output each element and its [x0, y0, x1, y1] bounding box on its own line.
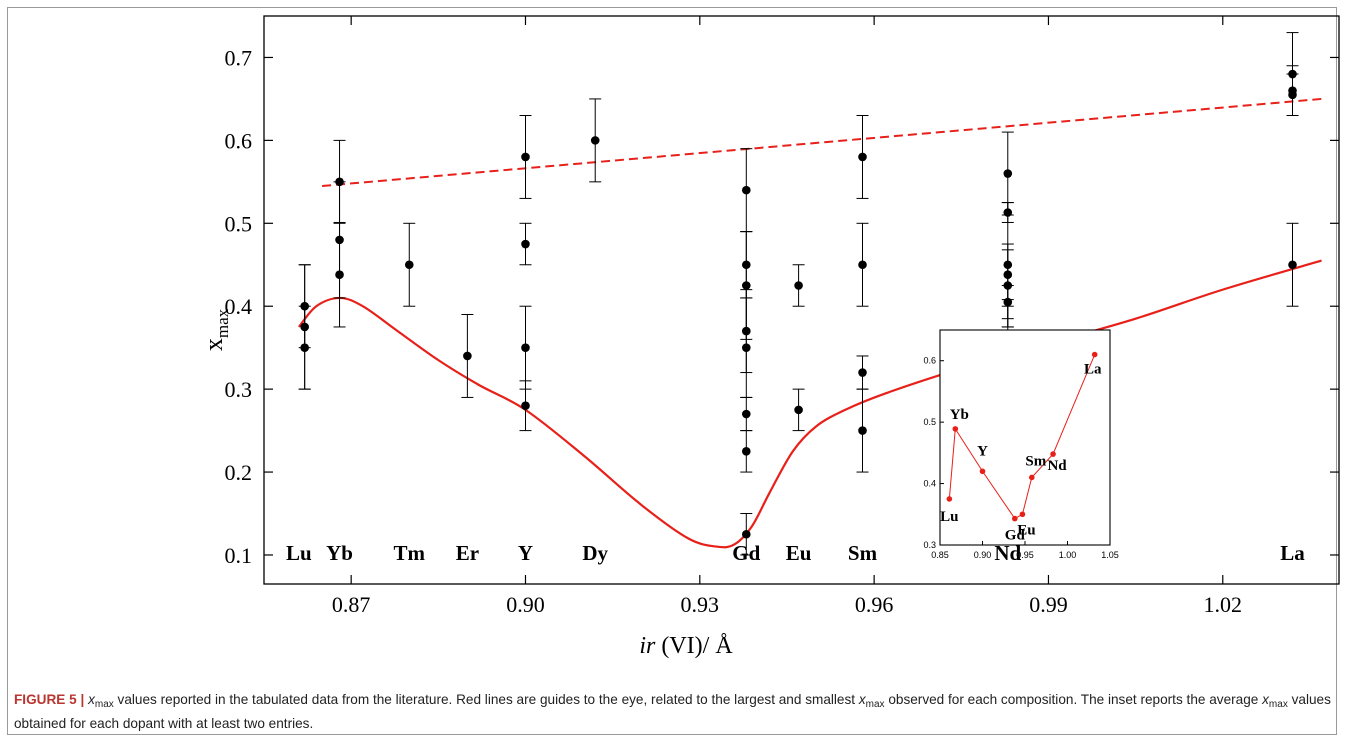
lower-guide-line	[298, 259, 1322, 549]
inset-x-tick-label: 1.00	[1059, 550, 1077, 560]
y-tick-label: 0.3	[225, 377, 253, 402]
inset-data-point	[1091, 351, 1098, 358]
data-point	[741, 185, 751, 195]
x-tick-label: 0.99	[1029, 592, 1068, 617]
inset-point-label: Gd	[1005, 528, 1026, 544]
inset-point-label: La	[1084, 362, 1102, 378]
inset-x-tick-label: 0.95	[1016, 550, 1034, 560]
y-tick-label: 0.5	[225, 211, 253, 236]
data-point	[300, 343, 309, 352]
inset-y-tick-label: 0.5	[923, 417, 936, 427]
x-axis-label: ir (VI)/ Å	[639, 633, 733, 659]
inset-data-point	[1029, 474, 1035, 481]
y-tick-label: 0.4	[225, 294, 253, 319]
inset-plot-area	[939, 329, 1111, 546]
element-label: Yb	[326, 541, 353, 565]
figure-frame	[7, 7, 1337, 735]
data-point	[741, 447, 751, 456]
element-label: Dy	[582, 541, 608, 565]
plot-area-border	[263, 15, 1340, 585]
y-tick-label: 0.6	[225, 128, 253, 153]
inset-series-line	[948, 354, 1096, 520]
inset-point-label: Lu	[940, 509, 958, 525]
inset-point-label: Eu	[1017, 522, 1035, 538]
inset-point-label: Y	[977, 443, 988, 459]
data-point	[1288, 90, 1297, 100]
inset-data-point	[1012, 515, 1018, 522]
inset-data-point	[979, 468, 986, 475]
element-label: Sm	[848, 541, 878, 565]
y-tick-label: 0.1	[225, 543, 253, 568]
element-label: Tm	[394, 541, 426, 565]
data-point	[741, 529, 751, 539]
data-point	[794, 405, 803, 415]
data-point	[1288, 260, 1297, 270]
data-point	[521, 343, 530, 352]
data-point	[741, 409, 751, 419]
data-point	[858, 152, 867, 162]
data-point	[521, 152, 530, 162]
inset-data-point	[1019, 511, 1026, 518]
data-point	[741, 343, 751, 352]
inset-y-tick-label: 0.4	[923, 479, 936, 489]
inset-y-tick-label: 0.6	[923, 356, 936, 366]
data-point	[794, 281, 803, 290]
y-tick-label: 0.7	[225, 45, 253, 70]
data-point	[858, 260, 867, 270]
element-label: La	[1280, 541, 1305, 565]
data-point	[590, 136, 600, 145]
inset-y-tick-label: 0.3	[923, 540, 936, 550]
element-label: Eu	[786, 541, 812, 565]
x-tick-label: 0.87	[332, 592, 371, 617]
caption-label: FIGURE 5 |	[14, 692, 85, 707]
data-point	[335, 270, 344, 280]
data-point	[858, 426, 867, 435]
x-tick-label: 0.96	[855, 592, 894, 617]
inset-plot: 0.85 0.90 0.95 1.00 1.05 0.3 0.4 0.5 0.6 Lu Yb Y GdE…	[923, 329, 1119, 560]
upper-guide-line	[322, 97, 1322, 187]
inset-data-point	[952, 426, 959, 432]
y-axis-label: xmax	[199, 308, 232, 351]
x-tick-label: 0.90	[506, 592, 545, 617]
element-label: Er	[456, 541, 479, 565]
data-point	[463, 351, 472, 361]
inset-x-tick-label: 0.90	[974, 550, 992, 560]
data-point	[741, 281, 751, 290]
data-point	[1003, 169, 1013, 178]
chart: 0.87 0.90 0.93 0.96 0.99 1.020.10.20.30.40.50…	[199, 15, 1340, 659]
inset-point-label: Nd	[1047, 458, 1067, 474]
data-point	[858, 368, 867, 377]
data-point	[521, 239, 530, 249]
element-label: Lu	[286, 541, 312, 565]
data-point	[521, 401, 530, 411]
figure-caption: FIGURE 5 | xmax values reported in the t…	[14, 692, 1331, 731]
x-tick-label: 0.93	[681, 592, 720, 617]
data-point	[1003, 297, 1013, 307]
inset-point-label: Yb	[950, 407, 969, 423]
x-tick-label: 1.02	[1204, 592, 1243, 617]
main-plot: 0.87 0.90 0.93 0.96 0.99 1.020.10.20.30.40.50…	[225, 15, 1340, 617]
element-label: Gd	[732, 541, 760, 565]
element-label: Y	[518, 541, 533, 565]
inset-x-tick-label: 1.05	[1101, 550, 1119, 560]
y-tick-label: 0.2	[225, 460, 253, 485]
inset-x-tick-label: 0.85	[931, 550, 949, 560]
inset-data-point	[1050, 451, 1056, 457]
data-point	[404, 260, 414, 270]
inset-data-point	[946, 496, 953, 502]
inset-point-label: Sm	[1025, 453, 1046, 469]
